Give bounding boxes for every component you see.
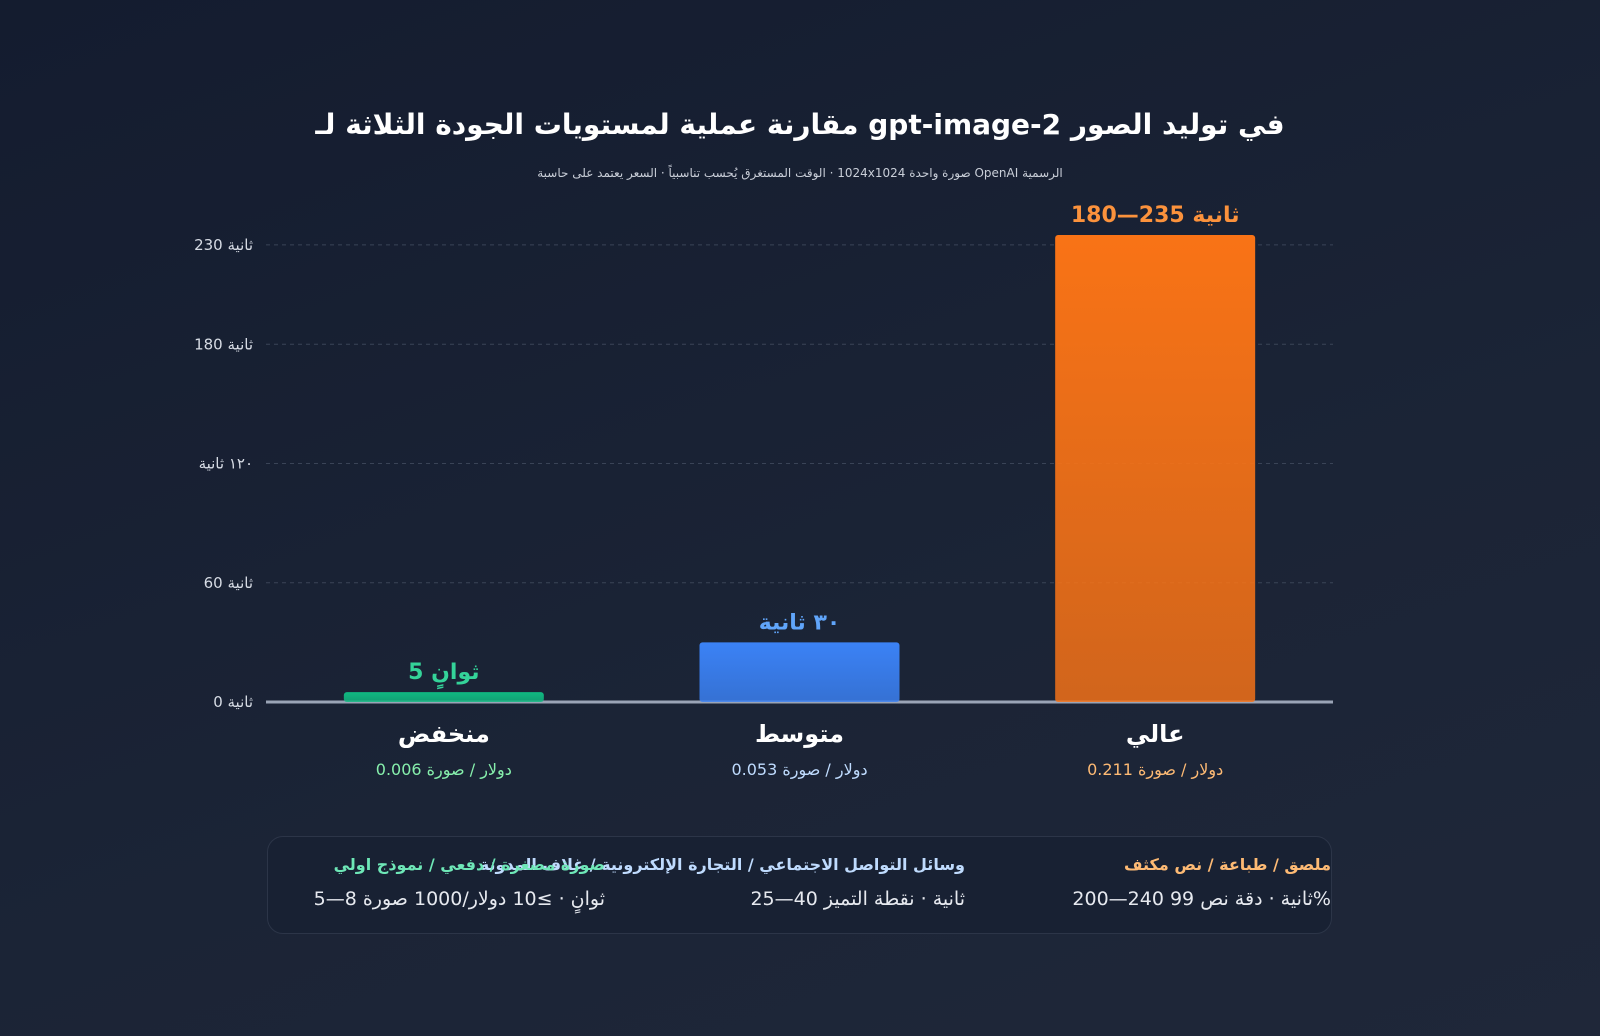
y-tick-label: ١٢٠ ثانية [199, 455, 253, 473]
info-medium-heading: وسائل التواصل الاجتماعي / التجارة الإلكت… [479, 855, 965, 874]
x-tick-label: متوسط [755, 720, 844, 748]
y-tick-label: ثانية 230 [194, 236, 253, 254]
chart-title: في توليد الصور gpt-image-2 مقارنة عملية … [315, 108, 1285, 141]
y-tick-label: ثانية 180 [194, 335, 253, 353]
data-label: ٣٠ ثانية [759, 610, 841, 635]
use-case-panel: ملصق / طباعة / نص مكثف %ثانية · دقة نص 9… [267, 836, 1332, 934]
price-label: دولار / صورة 0.211 [1087, 760, 1223, 780]
price-label: دولار / صورة 0.006 [376, 760, 512, 780]
info-high-heading: ملصق / طباعة / نص مكثف [1123, 855, 1331, 874]
info-low: صورة مصغرة / دفعي / نموذج اولي ثوانٍ · ≥… [266, 837, 605, 935]
info-medium-detail: ثانية · نقطة التميز 40—25 [750, 888, 965, 910]
bar [1055, 235, 1256, 702]
x-tick-label: عالي [1126, 720, 1185, 748]
info-high-detail: %ثانية · دقة نص 99 240—200 [1072, 888, 1331, 910]
y-tick-label: ثانية 60 [204, 574, 253, 592]
info-high: ملصق / طباعة / نص مكثف %ثانية · دقة نص 9… [991, 837, 1331, 935]
y-tick-label: ثانية 0 [213, 693, 253, 711]
data-label: ثانية 235—180 [1071, 203, 1240, 228]
data-label: ثوانٍ 5 [408, 660, 479, 690]
bar [699, 642, 900, 702]
info-low-heading: صورة مصغرة / دفعي / نموذج اولي [333, 855, 605, 874]
x-tick-label: منخفض [398, 720, 490, 748]
info-low-detail: ثوانٍ · ≥10 دولار/1000 صورة 8—5 [313, 888, 605, 910]
bar-chart: ثانية 0 ثانية 60 ١٢٠ ثانية ثانية 180 ثانية 2… [194, 203, 1333, 780]
chart-subtitle: الرسمية OpenAI صورة واحدة 1024x1024 · ال… [537, 166, 1063, 180]
info-medium: وسائل التواصل الاجتماعي / التجارة الإلكت… [480, 837, 965, 935]
bar [343, 692, 544, 702]
price-label: دولار / صورة 0.053 [731, 760, 867, 780]
